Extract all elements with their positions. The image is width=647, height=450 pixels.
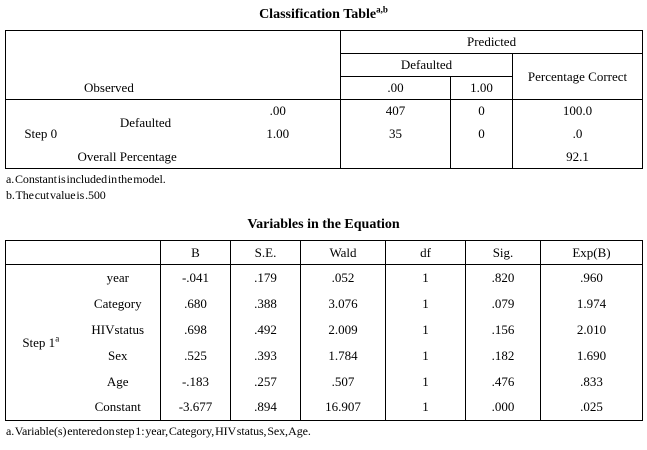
var-name: Category [93,295,142,311]
cell-se: .393 [230,342,301,369]
cell-wald: 1.784 [300,342,386,369]
cell-df: 1 [385,316,466,343]
step1-label-text: Step 1 [22,334,56,350]
pred-00-col-header: .00 [340,76,451,100]
cell-pred-00: 35 [340,122,451,146]
stub-spacer [6,31,341,54]
footnote-a: a. Variable(s) entered on step 1: year, … [6,424,311,439]
col-header-df: df [385,240,466,266]
cell-df: 1 [385,290,466,317]
cell-df: 1 [385,368,466,395]
cell-pct-correct: .0 [512,122,643,146]
cell-expb: 2.010 [540,316,643,343]
cell-pred-00: 407 [340,99,451,123]
cell-wald: 3.076 [300,290,386,317]
cell-expb: .833 [540,368,643,395]
cell-pct-correct: 100.0 [512,99,643,123]
classification-title-superscript: a,b [376,4,388,15]
cell-pred-100: 0 [450,99,513,123]
classification-table: Predicted Defaulted Percentage Correct O… [5,30,644,169]
step1-label: Step 1a [6,265,76,421]
classification-table-title: Classification Tablea,b [5,4,642,30]
cell-wald: 16.907 [300,394,386,421]
cell-b: -3.677 [160,394,231,421]
cell-wald: .507 [300,368,386,395]
var-name: HIVstatus [91,321,145,337]
cell-sig: .476 [465,368,541,395]
var-name: Age [106,373,129,389]
cell-df: 1 [385,394,466,421]
col-header-expb: Exp(B) [540,240,643,266]
col-header-b: B [160,240,231,266]
cell-b: .698 [160,316,231,343]
overall-pct-value: 92.1 [512,145,643,169]
cell-empty [450,145,513,169]
step0-label: Step 0 [24,126,58,141]
cell-sig: .079 [465,290,541,317]
cell-se: .257 [230,368,301,395]
pred-100-col-header: 1.00 [450,76,513,100]
var-name: Sex [108,347,128,363]
overall-percentage-label: Overall Percentage [77,148,177,164]
cell-expb: 1.690 [540,342,643,369]
col-header-se: S.E. [230,240,301,266]
cell-se: .179 [230,264,301,291]
footnote-b: b. The cut value is .500 [6,187,106,202]
spss-output-page: Classification Tablea,b Predicted Defaul… [5,4,644,440]
cell-b: .525 [160,342,231,369]
cell-wald: 2.009 [300,316,386,343]
cell-b: -.183 [160,368,231,395]
cell-se: .388 [230,290,301,317]
defaulted-span-header: Defaulted [340,53,513,77]
cell-expb: .960 [540,264,643,291]
classification-table-footnotes: a. Constant is included in the model. b.… [5,169,642,203]
step1-superscript: a [55,333,60,344]
cell-df: 1 [385,264,466,291]
cell-df: 1 [385,342,466,369]
var-name: Constant [94,399,141,415]
col-header-wald: Wald [300,240,386,266]
variables-table-footnotes: a. Variable(s) entered on step 1: year, … [5,421,642,440]
cell-sig: .000 [465,394,541,421]
value-label-00: .00 [269,103,286,119]
cell-b: .680 [160,290,231,317]
variables-in-equation-table: B S.E. Wald df Sig. Exp(B) Step 1a year … [5,240,643,422]
stub-spacer [6,54,341,77]
variables-table-title: Variables in the Equation [247,217,400,233]
cell-sig: .820 [465,264,541,291]
footnote-a: a. Constant is included in the model. [6,172,166,186]
col-header-sig: Sig. [465,240,541,266]
cell-empty [340,145,451,169]
cell-wald: .052 [300,264,386,291]
value-label-100: 1.00 [266,126,290,141]
cell-expb: .025 [540,394,643,421]
cell-b: -.041 [160,264,231,291]
classification-title-text: Classification Table [259,7,377,22]
defaulted-row-group-label: Defaulted [119,114,172,130]
percentage-correct-header: Percentage Correct [512,53,643,100]
cell-sig: .182 [465,342,541,369]
cell-se: .492 [230,316,301,343]
cell-se: .894 [230,394,301,421]
stub-spacer [5,240,161,266]
predicted-header: Predicted [340,30,643,54]
cell-expb: 1.974 [540,290,643,317]
var-name: year [106,269,129,285]
cell-pred-100: 0 [450,122,513,146]
observed-header: Observed [5,76,341,100]
cell-sig: .156 [465,316,541,343]
